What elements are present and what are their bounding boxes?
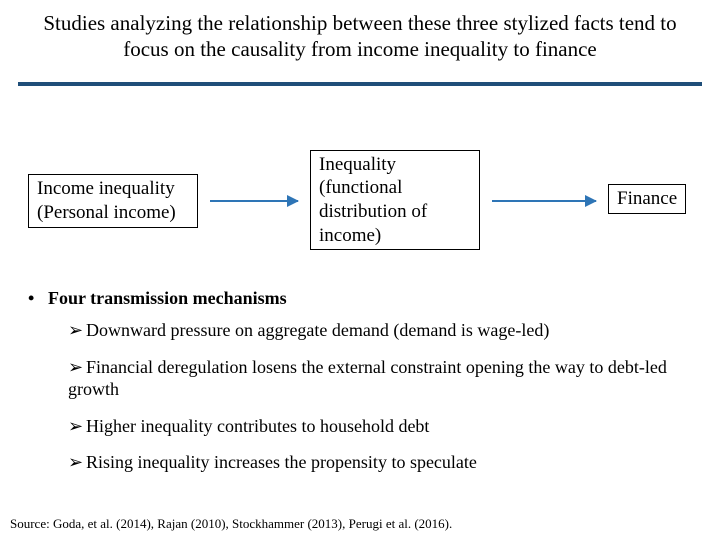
sub-bullet-3: ➢Higher inequality contributes to househ…	[68, 415, 690, 438]
arrow-1	[210, 200, 298, 202]
node-finance: Finance	[608, 184, 686, 214]
bullet-heading: Four transmission mechanisms	[28, 288, 690, 309]
sub-bullet-2: ➢Financial deregulation losens the exter…	[68, 356, 690, 401]
chevron-icon: ➢	[68, 319, 86, 342]
bullet-section: Four transmission mechanisms ➢Downward p…	[28, 288, 690, 488]
sub-bullet-4-text: Rising inequality increases the propensi…	[86, 452, 477, 472]
chevron-icon: ➢	[68, 451, 86, 474]
sub-bullet-3-text: Higher inequality contributes to househo…	[86, 416, 429, 436]
chevron-icon: ➢	[68, 415, 86, 438]
chevron-icon: ➢	[68, 356, 86, 379]
title-underline	[18, 82, 702, 86]
slide: Studies analyzing the relationship betwe…	[0, 0, 720, 540]
flow-diagram: Income inequality (Personal income) Ineq…	[0, 140, 720, 260]
sub-bullet-2-text: Financial deregulation losens the extern…	[68, 357, 667, 400]
slide-title: Studies analyzing the relationship betwe…	[40, 10, 680, 63]
source-citation: Source: Goda, et al. (2014), Rajan (2010…	[10, 516, 710, 532]
sub-bullet-1: ➢Downward pressure on aggregate demand (…	[68, 319, 690, 342]
node-income-inequality: Income inequality (Personal income)	[28, 174, 198, 228]
node-functional-inequality: Inequality (functional distribution of i…	[310, 150, 480, 250]
sub-bullet-4: ➢Rising inequality increases the propens…	[68, 451, 690, 474]
arrow-2	[492, 200, 596, 202]
sub-bullet-1-text: Downward pressure on aggregate demand (d…	[86, 320, 549, 340]
